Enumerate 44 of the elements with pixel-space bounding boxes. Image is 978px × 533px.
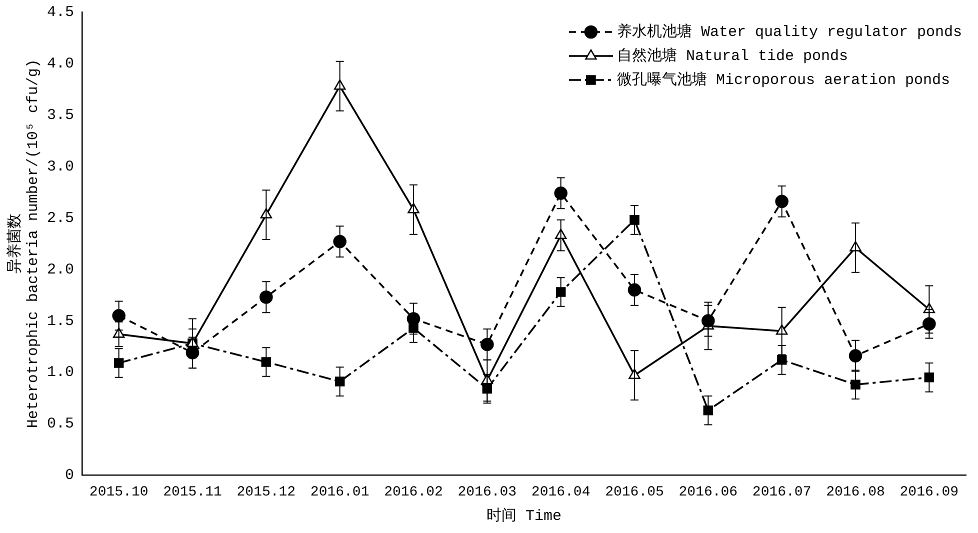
point (924, 372, 934, 382)
x-tick-label: 2015.10 (89, 484, 148, 500)
legend-label: 自然池塘 Natural tide ponds (616, 46, 848, 65)
y-tick-label: 4.0 (46, 55, 74, 72)
y-tick-label: 2.0 (46, 261, 74, 278)
x-tick-label: 2016.03 (458, 484, 517, 500)
y-tick-label: 2.5 (46, 210, 74, 227)
x-tick-label: 2016.04 (531, 484, 590, 500)
point (260, 290, 273, 304)
x-tick-label: 2016.09 (900, 484, 959, 500)
legend-label: 微孔曝气池塘 Microporous aeration ponds (616, 70, 950, 89)
point (114, 358, 124, 368)
y-tick-label: 0 (64, 467, 74, 484)
x-tick-label: 2016.05 (605, 484, 664, 500)
x-axis-title: 时间 Time (486, 506, 562, 525)
legend-label: 养水机池塘 Water quality regulator ponds (616, 22, 962, 41)
x-tick-label: 2016.06 (678, 484, 738, 500)
x-tick-label: 2016.02 (384, 484, 443, 500)
point (850, 380, 860, 390)
point (554, 186, 568, 200)
point (334, 376, 345, 386)
y-tick-label: 0.5 (46, 416, 74, 433)
point (702, 314, 715, 328)
x-tick-label: 2016.01 (310, 484, 370, 500)
point (848, 349, 862, 362)
point (556, 287, 566, 297)
point (261, 357, 272, 367)
point (922, 317, 936, 331)
x-tick-label: 2015.12 (236, 484, 296, 500)
x-tick-label: 2016.08 (826, 484, 885, 500)
point (628, 283, 642, 297)
y-tick-label: 1.0 (46, 364, 74, 382)
y-tick-label: 3.5 (46, 106, 74, 124)
x-tick-label: 2015.11 (163, 484, 222, 500)
x-tick-label: 2016.07 (752, 484, 812, 500)
point (630, 215, 640, 225)
point (333, 234, 346, 248)
y-tick-label: 4.5 (46, 4, 74, 21)
y-tick-label: 1.5 (46, 312, 74, 330)
point (775, 194, 788, 208)
y-axis-title: 异养菌数 Heterotrophic bacteria number/(10⁵ cfu/g) (6, 59, 42, 428)
y-tick-label: 3.0 (46, 158, 74, 176)
point (112, 309, 126, 322)
point (480, 338, 494, 352)
